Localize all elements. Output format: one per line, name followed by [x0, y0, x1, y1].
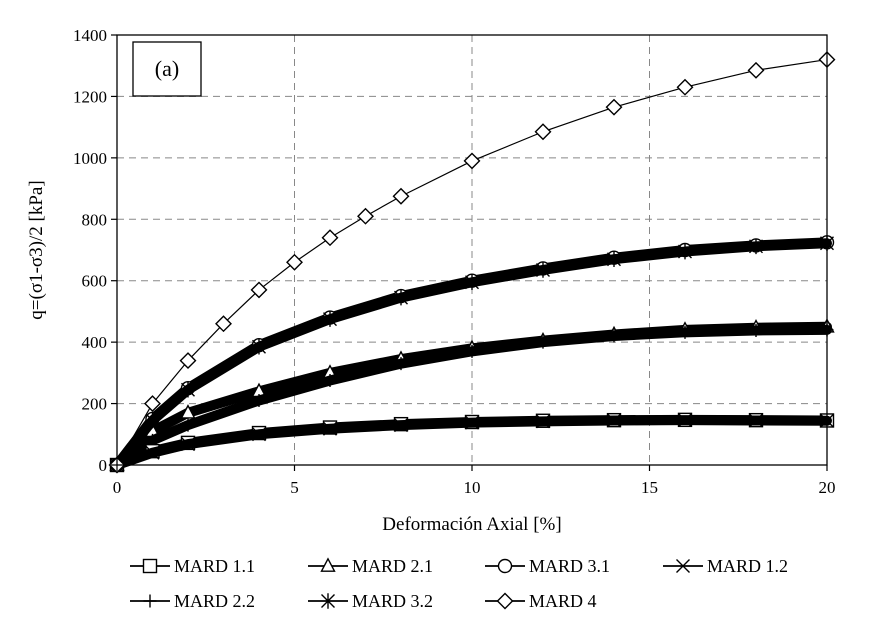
data-point: [392, 187, 410, 205]
data-point: [536, 414, 550, 429]
data-point: [321, 229, 339, 247]
x-tick-label: 15: [641, 478, 658, 497]
series-line: [112, 415, 832, 470]
data-point: [747, 61, 765, 79]
x-tick-label: 0: [113, 478, 122, 497]
panel-label: (a): [155, 56, 179, 81]
data-point: [678, 413, 692, 428]
data-point: [605, 98, 623, 116]
series-mard-4: [108, 51, 836, 474]
y-tick-label: 0: [99, 456, 108, 475]
legend-label: MARD 2.2: [174, 591, 255, 611]
legend-label: MARD 4: [529, 591, 597, 611]
legend-label: MARD 3.1: [529, 556, 610, 576]
data-point: [323, 421, 337, 436]
legend-label: MARD 1.2: [707, 556, 788, 576]
y-tick-label: 1200: [73, 87, 107, 106]
x-tick-label: 10: [464, 478, 481, 497]
data-point: [145, 412, 160, 429]
legend-label: MARD 2.1: [352, 556, 433, 576]
data-point: [252, 394, 266, 407]
data-point: [180, 404, 196, 419]
data-point: [678, 325, 692, 339]
data-point: [536, 262, 550, 278]
legend-item: MARD 3.1: [485, 556, 610, 576]
data-point: [323, 374, 337, 388]
data-point: [607, 329, 621, 343]
x-tick-label: 5: [290, 478, 299, 497]
data-point: [678, 243, 692, 260]
data-point: [144, 395, 161, 413]
data-point: [536, 335, 550, 349]
data-point: [181, 437, 195, 452]
data-point: [145, 445, 160, 460]
legend-label: MARD 1.1: [174, 556, 255, 576]
data-point: [534, 123, 552, 141]
y-axis-title: q=(σ1-σ3)/2 [kPa]: [26, 180, 47, 319]
legend-item: MARD 3.2: [308, 591, 433, 611]
data-point: [181, 418, 195, 432]
data-point: [179, 352, 197, 370]
data-point: [252, 338, 266, 355]
legend-item: MARD 4: [485, 591, 597, 611]
grid: [117, 35, 827, 465]
legend-item: MARD 1.2: [663, 556, 788, 576]
data-point: [250, 281, 268, 299]
data-point: [357, 207, 374, 225]
data-point: [323, 311, 337, 327]
series-mard-1-2: [110, 413, 834, 472]
y-tick-label: 600: [82, 272, 108, 291]
data-point: [607, 413, 621, 428]
data-point: [607, 251, 621, 268]
series-line: [112, 324, 832, 470]
y-tick-label: 1000: [73, 149, 107, 168]
legend-marker: [321, 593, 335, 609]
data-point: [394, 357, 408, 371]
legend-item: MARD 2.2: [130, 591, 255, 611]
data-point: [252, 427, 266, 442]
legend-item: MARD 2.1: [308, 556, 433, 576]
data-point: [749, 413, 763, 428]
legend-item: MARD 1.1: [130, 556, 255, 576]
y-tick-label: 400: [82, 333, 108, 352]
data-point: [749, 238, 763, 255]
data-point: [465, 274, 479, 291]
legend-label: MARD 3.2: [352, 591, 433, 611]
y-tick-label: 1400: [73, 26, 107, 45]
panel-label-box: (a): [132, 41, 202, 97]
legend-marker: [143, 594, 157, 608]
data-point: [394, 418, 408, 433]
data-point: [181, 381, 195, 398]
data-point: [394, 289, 408, 306]
data-point: [463, 152, 481, 170]
data-point: [286, 253, 303, 271]
legend-marker: [497, 558, 513, 574]
legend-marker: [142, 558, 158, 574]
legend-marker: [320, 557, 336, 572]
x-tick-label: 20: [819, 478, 836, 497]
data-point: [465, 415, 479, 430]
x-axis-title: Deformación Axial [%]: [382, 514, 561, 535]
legend-marker: [676, 559, 690, 573]
y-tick-label: 800: [82, 210, 108, 229]
data-point: [749, 323, 763, 337]
y-tick-label: 200: [82, 395, 108, 414]
data-point: [215, 315, 232, 333]
data-point: [465, 344, 479, 358]
legend-marker: [496, 592, 514, 610]
data-point: [676, 78, 694, 96]
series-layer: [108, 51, 836, 474]
legend: MARD 1.1 MARD 2.1 MARD 3.1 MARD 1.2 MARD 2.2…: [130, 556, 788, 611]
